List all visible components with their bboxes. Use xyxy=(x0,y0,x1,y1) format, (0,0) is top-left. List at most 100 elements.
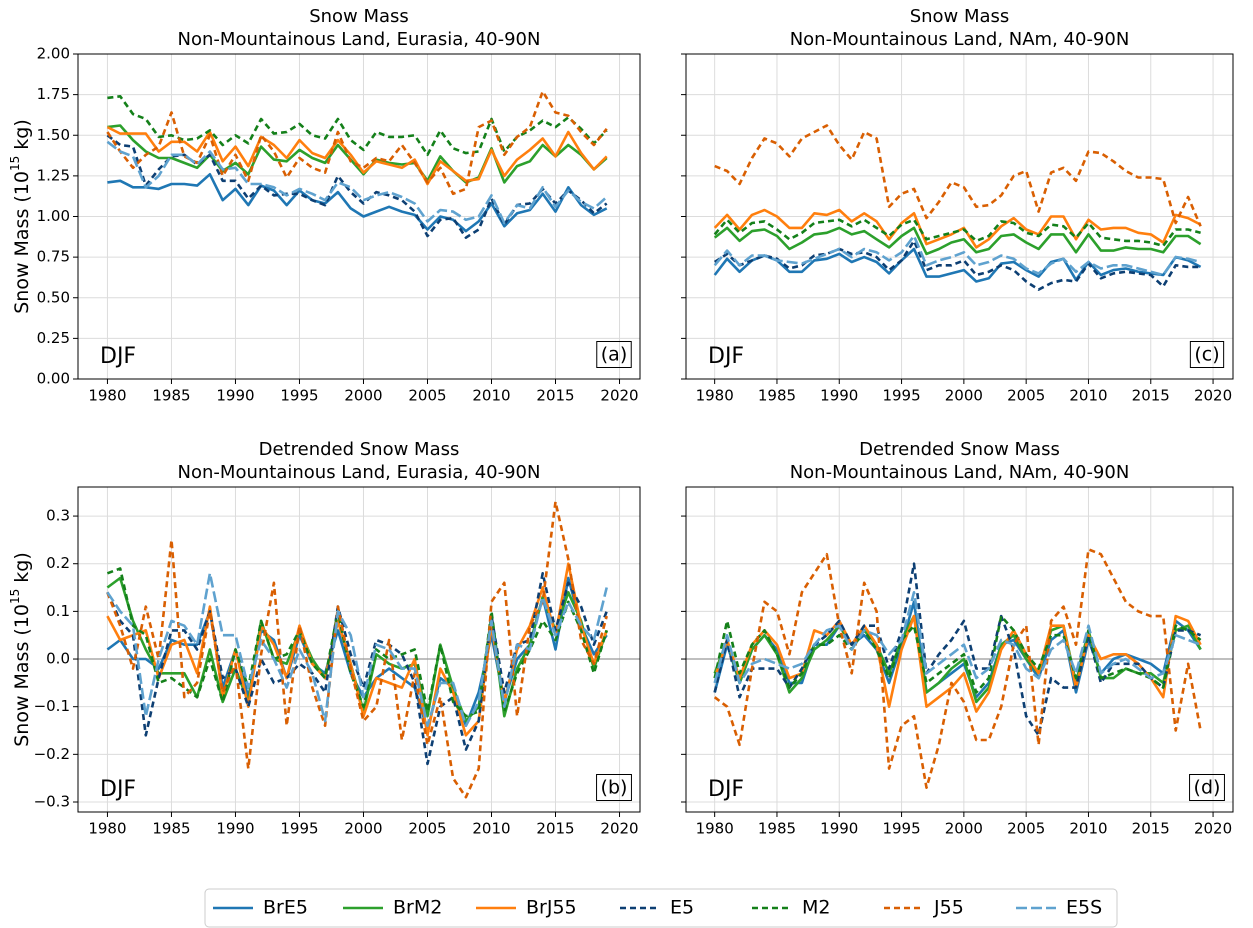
season-label: DJF xyxy=(708,777,744,802)
season-label: DJF xyxy=(100,344,136,369)
x-tick-label: 2010 xyxy=(1069,820,1107,838)
y-tick-label: 0.50 xyxy=(37,288,70,306)
y-axis-label-part: kg) xyxy=(11,119,33,156)
y-axis-label-part: Snow Mass (10 xyxy=(11,171,33,314)
series-line xyxy=(713,562,1202,737)
y-tick-label: −0.2 xyxy=(34,745,70,763)
x-tick-label: 1995 xyxy=(280,387,318,405)
panel-label: (a) xyxy=(601,344,627,366)
x-tick-label: 1990 xyxy=(820,387,858,405)
x-tick-label: 2020 xyxy=(1194,387,1232,405)
x-tick-label: 2000 xyxy=(344,820,382,838)
x-tick-label: 2015 xyxy=(1132,387,1170,405)
legend-box xyxy=(204,888,1118,928)
legend-label: E5S xyxy=(1066,897,1102,919)
y-tick-label: 0.00 xyxy=(37,370,70,388)
plot-frame xyxy=(77,486,641,813)
legend-label: BrM2 xyxy=(393,897,442,919)
series-line xyxy=(713,590,1202,685)
y-tick-label: 0.2 xyxy=(46,554,70,572)
series-line xyxy=(106,562,608,737)
x-tick-label: 2010 xyxy=(472,387,510,405)
chart-title: Non-Mountainous Land, NAm, 40-90N xyxy=(790,29,1130,50)
y-tick-label: 0.75 xyxy=(37,248,70,266)
legend-label: BrE5 xyxy=(263,897,308,919)
chart-title: Non-Mountainous Land, NAm, 40-90N xyxy=(790,462,1130,483)
series-line xyxy=(106,576,608,732)
series-line xyxy=(713,614,1202,713)
x-tick-label: 2020 xyxy=(600,820,638,838)
panel-label-box xyxy=(596,774,632,801)
x-tick-label: 1995 xyxy=(882,387,920,405)
series-line xyxy=(106,571,608,728)
series-line xyxy=(714,124,1202,227)
series-line xyxy=(107,173,608,233)
series-line xyxy=(713,548,1202,790)
legend-label: E5 xyxy=(670,897,694,919)
y-axis-label-part: 15 xyxy=(8,156,22,171)
y-tick-label: 1.25 xyxy=(37,166,70,184)
x-tick-label: 1985 xyxy=(758,387,796,405)
panel-label: (d) xyxy=(1194,777,1221,799)
x-tick-label: 1990 xyxy=(820,820,858,838)
y-tick-label: −0.3 xyxy=(34,792,70,810)
panel-label-box xyxy=(1189,341,1225,368)
y-tick-label: 0.25 xyxy=(37,329,70,347)
x-tick-label: 2015 xyxy=(536,820,574,838)
y-tick-label: 0.3 xyxy=(46,507,70,525)
x-tick-label: 1995 xyxy=(280,820,318,838)
panel-label-box xyxy=(1189,774,1225,801)
panel-label: (b) xyxy=(601,777,628,799)
x-tick-label: 2020 xyxy=(600,387,638,405)
x-tick-label: 1980 xyxy=(88,387,126,405)
x-tick-label: 2005 xyxy=(408,387,446,405)
x-tick-label: 1980 xyxy=(88,820,126,838)
y-axis-label-part: Snow Mass (10 xyxy=(11,604,33,747)
y-tick-label: 1.50 xyxy=(37,126,70,144)
series-line xyxy=(106,500,608,799)
series-line xyxy=(713,614,1202,704)
x-tick-label: 2000 xyxy=(945,387,983,405)
series-line xyxy=(107,124,608,184)
x-tick-label: 2005 xyxy=(408,820,446,838)
chart-title: Snow Mass xyxy=(910,6,1010,27)
series-line xyxy=(106,576,608,723)
legend-label: M2 xyxy=(802,897,830,919)
chart-title: Non-Mountainous Land, Eurasia, 40-90N xyxy=(178,462,541,483)
series-line xyxy=(106,567,608,718)
chart-title: Detrended Snow Mass xyxy=(859,439,1060,460)
series-line xyxy=(713,218,1201,248)
series-line xyxy=(713,614,1202,694)
x-tick-label: 1985 xyxy=(152,387,190,405)
x-tick-label: 1985 xyxy=(758,820,796,838)
legend-label: J55 xyxy=(933,897,964,919)
plot-frame xyxy=(77,53,641,380)
series-line xyxy=(713,226,1202,256)
season-label: DJF xyxy=(100,777,136,802)
series-line xyxy=(713,247,1202,283)
y-axis-label-part: 15 xyxy=(8,589,22,604)
x-tick-label: 2010 xyxy=(1069,387,1107,405)
y-axis-label: Snow Mass (1015 kg) xyxy=(8,119,33,314)
legend-label: BrJ55 xyxy=(526,897,577,919)
series-line xyxy=(106,90,608,196)
season-label: DJF xyxy=(708,344,744,369)
x-tick-label: 2015 xyxy=(1132,820,1170,838)
x-tick-label: 2005 xyxy=(1007,387,1045,405)
x-tick-label: 2020 xyxy=(1194,820,1232,838)
x-tick-label: 1980 xyxy=(696,387,734,405)
chart-title: Snow Mass xyxy=(309,6,409,27)
plot-frame xyxy=(685,53,1234,380)
x-tick-label: 1980 xyxy=(696,820,734,838)
x-tick-label: 2000 xyxy=(945,820,983,838)
y-tick-label: 1.75 xyxy=(37,85,70,103)
y-tick-label: 1.00 xyxy=(37,207,70,225)
x-tick-label: 2015 xyxy=(536,387,574,405)
panel-label: (c) xyxy=(1194,344,1219,366)
plot-frame xyxy=(685,486,1234,813)
y-axis-label-part: kg) xyxy=(11,552,33,589)
series-line xyxy=(107,95,608,157)
y-axis-label: Snow Mass (1015 kg) xyxy=(8,552,33,747)
y-tick-label: 0.1 xyxy=(46,602,70,620)
